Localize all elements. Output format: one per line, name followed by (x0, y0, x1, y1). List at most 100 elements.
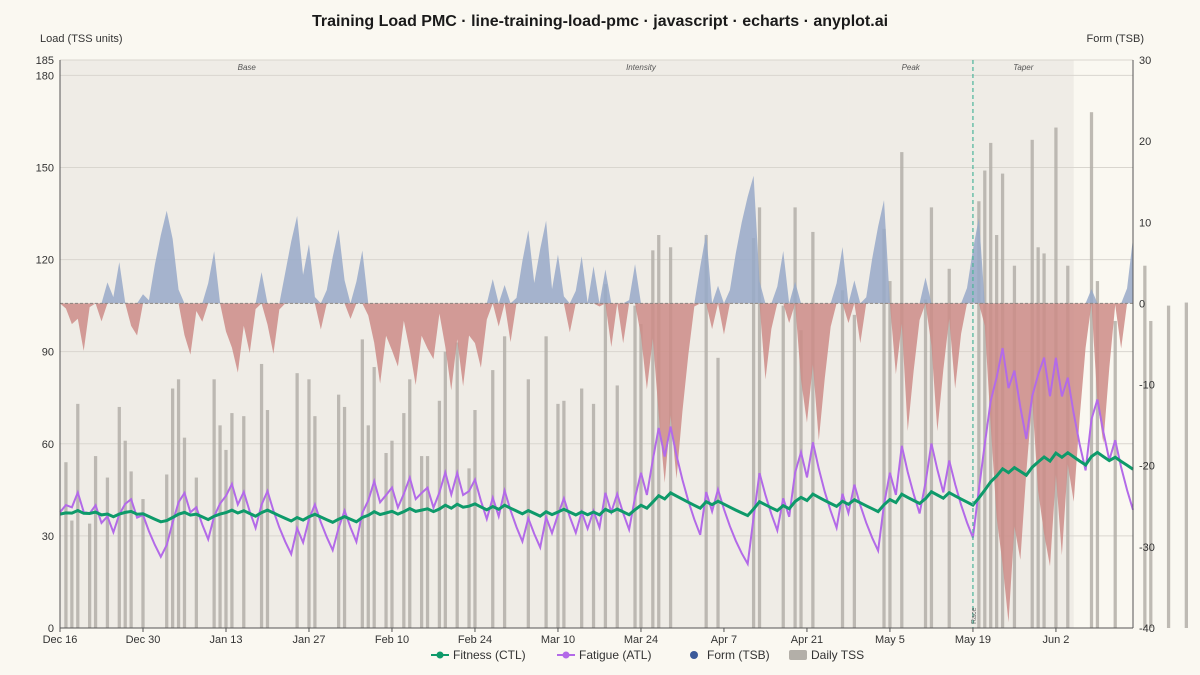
tss-bar (781, 305, 785, 628)
y-left-tick-label: 150 (36, 162, 54, 174)
tss-bar (366, 425, 370, 628)
tss-bar (425, 456, 430, 628)
plot-area: Base Intensity Peak Taper Race 0 30 60 90 120 150 1… (36, 55, 1188, 646)
phase-label-peak: Peak (902, 63, 921, 72)
legend-fatigue-marker (562, 651, 570, 659)
tss-bar (473, 410, 477, 628)
tss-bar (141, 499, 145, 628)
atl-line (59, 347, 1134, 568)
tss-bar (882, 228, 886, 628)
legend-fatigue[interactable]: Fatigue (ATL) (557, 648, 651, 662)
tss-bar (651, 250, 655, 628)
tss-bar (336, 394, 341, 628)
ctl-line (59, 450, 1134, 524)
tss-bar (811, 231, 815, 629)
tss-bar (562, 400, 566, 628)
tss-bar (1095, 281, 1100, 628)
legend-fitness[interactable]: Fitness (CTL) (431, 648, 526, 662)
tss-bar (129, 471, 133, 628)
phase-label-taper: Taper (1013, 63, 1034, 72)
x-tick-label: Apr 7 (711, 634, 737, 646)
y-left-tick-label: 185 (36, 55, 54, 67)
tss-bar (947, 268, 951, 628)
tss-bar (182, 437, 187, 628)
x-tick-label: May 5 (875, 634, 905, 646)
tss-bar (923, 299, 928, 628)
tss-bar (307, 379, 311, 628)
legend-daily-tss-marker (789, 650, 807, 660)
legend[interactable]: Fitness (CTL) Fatigue (ATL) Form (TSB) Dail… (431, 648, 864, 662)
y-right-tick-label: -20 (1139, 461, 1155, 473)
tss-bar (615, 385, 619, 628)
tss-bar (437, 400, 442, 628)
x-tick-label: Jun 2 (1042, 634, 1069, 646)
tss-bar (704, 235, 708, 628)
tss-bar (888, 281, 892, 628)
legend-fitness-marker (436, 651, 444, 659)
legend-form[interactable]: Form (TSB) (690, 648, 770, 662)
tss-bar (419, 456, 424, 628)
tss-bar (443, 351, 447, 628)
left-axis-name: Load (TSS units) (40, 33, 123, 45)
tss-bar (372, 367, 376, 628)
tss-bar (1089, 112, 1094, 629)
tss-bar (852, 314, 857, 628)
tss-bar (580, 388, 584, 628)
x-tick-label: Dec 30 (126, 634, 161, 646)
tss-bar (799, 330, 803, 628)
tss-bar (526, 379, 530, 628)
tss-bar (123, 440, 127, 628)
tss-bar (70, 520, 74, 628)
tss-bar (313, 416, 317, 628)
legend-form-marker (690, 651, 698, 659)
race-marker-label: Race (971, 608, 978, 624)
tss-bar (105, 477, 110, 628)
x-tick-label: Dec 16 (43, 634, 78, 646)
tss-bar (591, 403, 596, 628)
tss-bar (194, 477, 198, 628)
phase-label-base: Base (238, 63, 257, 72)
legend-daily-tss-label: Daily TSS (811, 648, 864, 662)
tss-bar (1113, 320, 1117, 628)
y-right-tick-label: 10 (1139, 217, 1151, 229)
legend-fitness-label: Fitness (CTL) (453, 648, 526, 662)
tss-bar (165, 474, 169, 628)
tss-bar (402, 413, 406, 628)
tss-bar (230, 413, 234, 628)
tss-bar (1149, 320, 1153, 628)
tss-bar (757, 207, 762, 628)
y-right-tick-label: 0 (1139, 298, 1145, 310)
y-left-tick-label: 180 (36, 70, 54, 82)
tss-bar (1184, 302, 1188, 628)
tss-bar (900, 152, 904, 629)
y-right-tick-label: -10 (1139, 380, 1155, 392)
tss-bar (793, 207, 797, 628)
x-tick-label: Jan 27 (292, 634, 325, 646)
tss-bar (929, 207, 934, 628)
tss-bar (384, 452, 388, 628)
legend-fatigue-label: Fatigue (ATL) (579, 648, 651, 662)
tss-bar (76, 403, 80, 628)
legend-daily-tss[interactable]: Daily TSS (789, 648, 864, 662)
tss-bar (840, 290, 845, 628)
tss-bar (218, 425, 222, 628)
y-right-tick-label: -30 (1139, 542, 1155, 554)
legend-form-label: Form (TSB) (707, 648, 770, 662)
tss-bar (455, 342, 459, 628)
tss-bar (360, 339, 364, 628)
x-tick-label: Feb 10 (375, 634, 409, 646)
y-left-tick-label: 0 (48, 623, 54, 635)
tss-bar (544, 336, 548, 628)
tss-bar (259, 363, 264, 628)
tss-bar (977, 201, 981, 629)
y-left-tick-label: 90 (42, 347, 54, 359)
tsb-positive-area (60, 175, 1133, 304)
y-right-tick-label: 30 (1139, 55, 1151, 67)
tss-bar (603, 284, 608, 628)
y-right-tick-label: 20 (1139, 136, 1151, 148)
tss-bar (390, 440, 394, 628)
y-left-tick-label: 60 (42, 439, 54, 451)
x-tick-label: Feb 24 (458, 634, 492, 646)
